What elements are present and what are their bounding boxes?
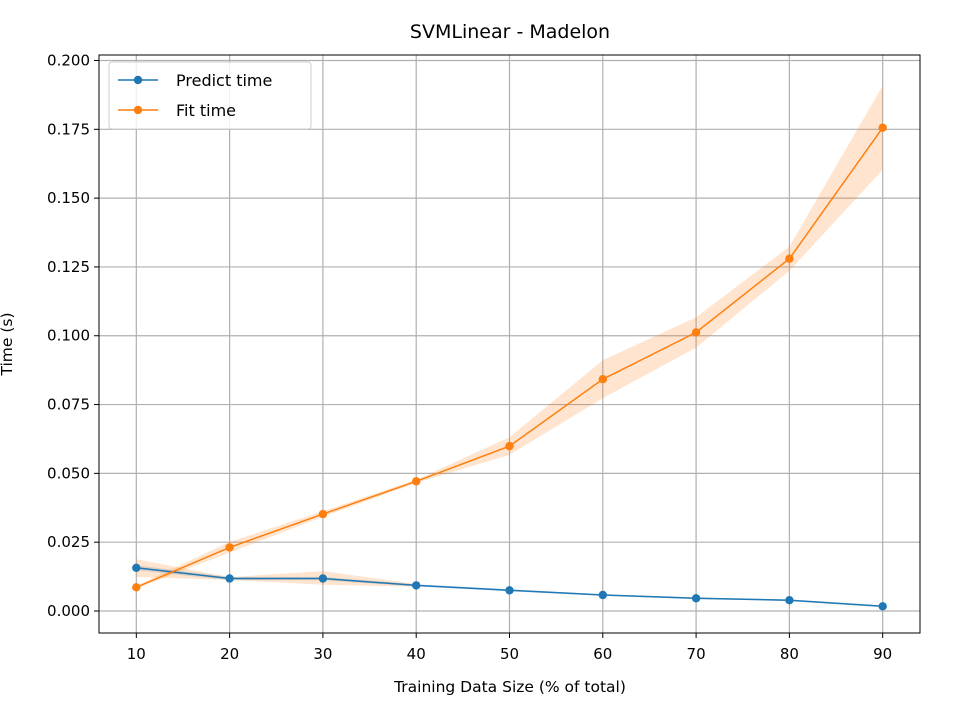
y-tick-label: 0.000: [47, 602, 90, 620]
x-axis-title: Training Data Size (% of total): [393, 678, 626, 696]
data-point-predict-time: [785, 596, 794, 605]
y-axis-ticks: 0.000 0.025 0.050 0.075 0.100 0.125 0.150 0.175…: [47, 52, 99, 620]
data-point-fit-time: [132, 583, 141, 592]
y-tick-label: 0.175: [47, 120, 90, 138]
data-point-fit-time: [691, 328, 701, 337]
y-tick-label: 0.150: [47, 189, 90, 207]
data-point-predict-time: [878, 602, 887, 611]
x-tick-label: 60: [593, 645, 612, 663]
legend-label-fit-time: Fit time: [176, 101, 236, 120]
x-tick-label: 50: [500, 645, 519, 663]
y-tick-label: 0.100: [47, 327, 90, 345]
x-tick-label: 40: [407, 645, 426, 663]
x-tick-label: 80: [780, 645, 799, 663]
data-point-predict-time: [598, 590, 607, 600]
series-markers: [132, 123, 887, 611]
data-point-fit-time: [785, 254, 794, 263]
data-point-fit-time: [878, 123, 887, 132]
data-point-predict-time: [318, 574, 328, 583]
y-tick-label: 0.050: [47, 464, 90, 482]
data-point-predict-time: [505, 586, 514, 595]
grid: [99, 55, 920, 633]
legend-marker-fit-time: [133, 105, 143, 115]
data-point-predict-time: [225, 574, 234, 583]
y-tick-label: 0.125: [47, 258, 90, 276]
x-tick-label: 10: [127, 645, 146, 663]
data-point-fit-time: [225, 543, 234, 552]
data-point-fit-time: [505, 441, 514, 451]
x-tick-label: 90: [873, 645, 892, 663]
y-tick-label: 0.075: [47, 396, 90, 414]
x-tick-label: 70: [687, 645, 706, 663]
data-point-predict-time: [412, 581, 421, 590]
data-point-fit-time: [598, 375, 607, 384]
data-point-fit-time: [412, 477, 421, 486]
legend-box: [108, 61, 312, 130]
y-tick-label: 0.200: [47, 52, 90, 70]
y-tick-label: 0.025: [47, 533, 90, 551]
x-tick-label: 30: [313, 645, 332, 663]
chart-title: SVMLinear - Madelon: [410, 21, 610, 43]
legend-entry-predict-time: Predict time: [118, 71, 272, 90]
data-point-predict-time: [132, 563, 141, 572]
x-axis-ticks: 10 20 30 40 50 60 70 80 90: [127, 633, 892, 663]
data-point-fit-time: [318, 509, 328, 519]
legend-label-predict-time: Predict time: [176, 71, 272, 90]
legend-marker-predict-time: [133, 75, 143, 85]
y-axis-title: Time (s): [0, 312, 16, 376]
legend: Predict time Fit time: [108, 61, 312, 130]
x-tick-label: 20: [220, 645, 239, 663]
legend-entry-fit-time: Fit time: [118, 101, 236, 120]
data-point-predict-time: [691, 594, 701, 603]
